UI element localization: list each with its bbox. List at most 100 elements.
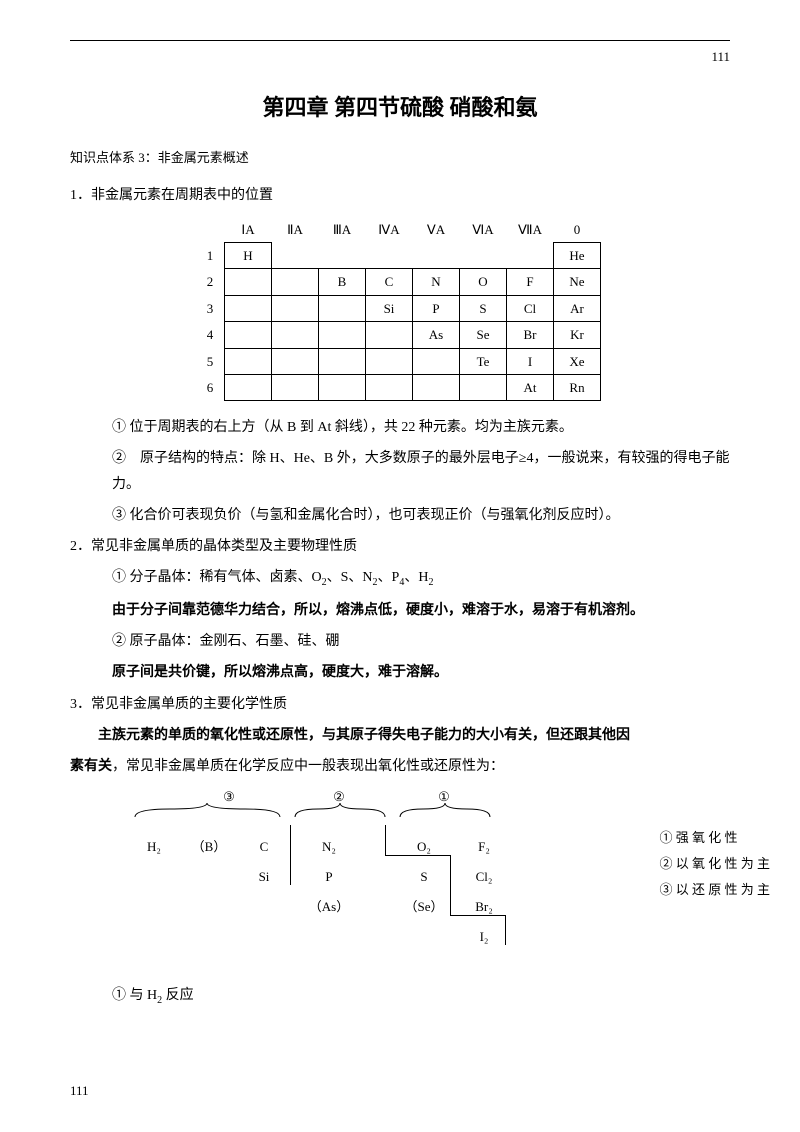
legend-item: ③ 以 还 原 性 为 主: [659, 877, 770, 903]
ptable-cell: [272, 322, 319, 348]
brace-icon: [290, 803, 390, 821]
ptable-header-row: ⅠA ⅡA ⅢA ⅣA ⅤA ⅥA ⅦA 0: [199, 217, 601, 243]
ptable-cell: [225, 269, 272, 295]
ptable-cell: Ne: [554, 269, 601, 295]
s3-b1: 主族元素的单质的氧化性或还原性，与其原子得失电子能力的大小有关，但还跟其他因: [70, 723, 730, 748]
stair-cell: P: [305, 865, 353, 888]
s3-last: ① 与 H2 反应: [70, 983, 730, 1010]
s1-p1: ① 位于周期表的右上方（从 B 到 At 斜线），共 22 种元素。均为主族元素…: [70, 415, 730, 440]
legend-item: ① 强 氧 化 性: [659, 825, 770, 851]
stair-diagram: ③ ② ① H₂ （B） C Si N₂ P （As） O₂ S （Se） F₂…: [130, 785, 670, 975]
brace-icon: [130, 803, 285, 821]
stair-cell: Cl₂: [460, 865, 508, 888]
ptable-cell: [507, 242, 554, 268]
period-number: 1: [199, 242, 225, 268]
group-label: ⅤA: [413, 217, 460, 243]
ptable-cell: S: [460, 295, 507, 321]
stair-cell: Si: [240, 865, 288, 888]
ptable-cell: [366, 322, 413, 348]
s2-p1-text4: 、H: [404, 570, 428, 585]
stair-cell: S: [400, 865, 448, 888]
s1-p3: ③ 化合价可表现负价（与氢和金属化合时），也可表现正价（与强氧化剂反应时）。: [70, 503, 730, 528]
ptable-cell: [319, 374, 366, 400]
ptable-cell: [319, 348, 366, 374]
group-label: ⅠA: [225, 217, 272, 243]
ptable-cell: [225, 322, 272, 348]
ptable-cell: Te: [460, 348, 507, 374]
period-number: 2: [199, 269, 225, 295]
ptable-cell: [413, 374, 460, 400]
ptable-cell: [319, 242, 366, 268]
period-number: 3: [199, 295, 225, 321]
page-number-top: 111: [70, 45, 730, 68]
ptable-cell: Si: [366, 295, 413, 321]
page: 111 第四章 第四节硫酸 硝酸和氨 知识点体系 3：非金属元素概述 1．非金属…: [0, 0, 800, 1132]
ptable-row: 2 B C N O F Ne: [199, 269, 601, 295]
ptable-cell: Rn: [554, 374, 601, 400]
stair-line: [450, 915, 505, 916]
s3-p1-line2: 素有关，常见非金属单质在化学反应中一般表现出氧化性或还原性为：: [70, 754, 730, 779]
s3-b1b: 素有关: [70, 759, 112, 774]
s3-last-post: 反应: [162, 988, 194, 1003]
stair-cell: C: [240, 835, 288, 858]
ptable-cell: C: [366, 269, 413, 295]
s2-p1-text: ① 分子晶体：稀有气体、卤素、O: [112, 570, 322, 585]
s2-p1-text2: 、S、N: [327, 570, 373, 585]
ptable-cell: B: [319, 269, 366, 295]
ptable-cell: Br: [507, 322, 554, 348]
s2-p1-text3: 、P: [378, 570, 400, 585]
s2-p1: ① 分子晶体：稀有气体、卤素、O2、S、N2、P4、H2: [70, 565, 730, 592]
stair-line: [385, 855, 450, 856]
ptable-row: 4 As Se Br Kr: [199, 322, 601, 348]
group-label: ⅦA: [507, 217, 554, 243]
ptable-cell: P: [413, 295, 460, 321]
s2-p2: ② 原子晶体：金刚石、石墨、硅、硼: [70, 629, 730, 654]
stair-line: [385, 825, 386, 855]
ptable-cell: [460, 242, 507, 268]
ptable-row: 5 Te I Xe: [199, 348, 601, 374]
ptable-cell: At: [507, 374, 554, 400]
group-label: ⅡA: [272, 217, 319, 243]
ptable-cell: [366, 374, 413, 400]
ptable-corner: [199, 217, 225, 243]
group-label: ⅣA: [366, 217, 413, 243]
section3-heading: 3．常见非金属单质的主要化学性质: [70, 692, 730, 717]
ptable-row: 6 At Rn: [199, 374, 601, 400]
ptable-cell: [225, 374, 272, 400]
ptable-cell: Cl: [507, 295, 554, 321]
period-number: 4: [199, 322, 225, 348]
sub: 2: [428, 577, 433, 588]
stair-line: [290, 825, 291, 885]
ptable-cell: F: [507, 269, 554, 295]
top-rule: [70, 40, 730, 41]
ptable-cell: [225, 295, 272, 321]
ptable-cell: [413, 242, 460, 268]
stair-cell: H₂: [130, 835, 178, 858]
stair-cell: （B）: [185, 835, 233, 858]
stair-cell: F₂: [460, 835, 508, 858]
subhead: 知识点体系 3：非金属元素概述: [70, 146, 730, 169]
brace-icon: [395, 803, 495, 821]
legend-item: ② 以 氧 化 性 为 主: [659, 851, 770, 877]
ptable-cell: [319, 322, 366, 348]
stair-cell: （As）: [305, 895, 353, 918]
ptable-cell: [319, 295, 366, 321]
group-label: ⅥA: [460, 217, 507, 243]
periodic-table: ⅠA ⅡA ⅢA ⅣA ⅤA ⅥA ⅦA 0 1 H He: [199, 217, 601, 402]
ptable-cell: Xe: [554, 348, 601, 374]
group-label: ⅢA: [319, 217, 366, 243]
s3-p1b: ，常见非金属单质在化学反应中一般表现出氧化性或还原性为：: [112, 759, 504, 774]
ptable-row: 1 H He: [199, 242, 601, 268]
page-number-bottom: 111: [70, 1079, 89, 1102]
ptable-cell: Kr: [554, 322, 601, 348]
stair-cell: I₂: [460, 925, 508, 948]
ptable-cell: [272, 242, 319, 268]
ptable-cell: [366, 348, 413, 374]
ptable-cell: [366, 242, 413, 268]
ptable-cell: I: [507, 348, 554, 374]
ptable-cell: [413, 348, 460, 374]
s2-b1: 由于分子间靠范德华力结合，所以，熔沸点低，硬度小，难溶于水，易溶于有机溶剂。: [70, 598, 730, 623]
ptable-cell: [225, 348, 272, 374]
stair-legend: ① 强 氧 化 性 ② 以 氧 化 性 为 主 ③ 以 还 原 性 为 主: [659, 825, 770, 903]
ptable-cell: [272, 374, 319, 400]
